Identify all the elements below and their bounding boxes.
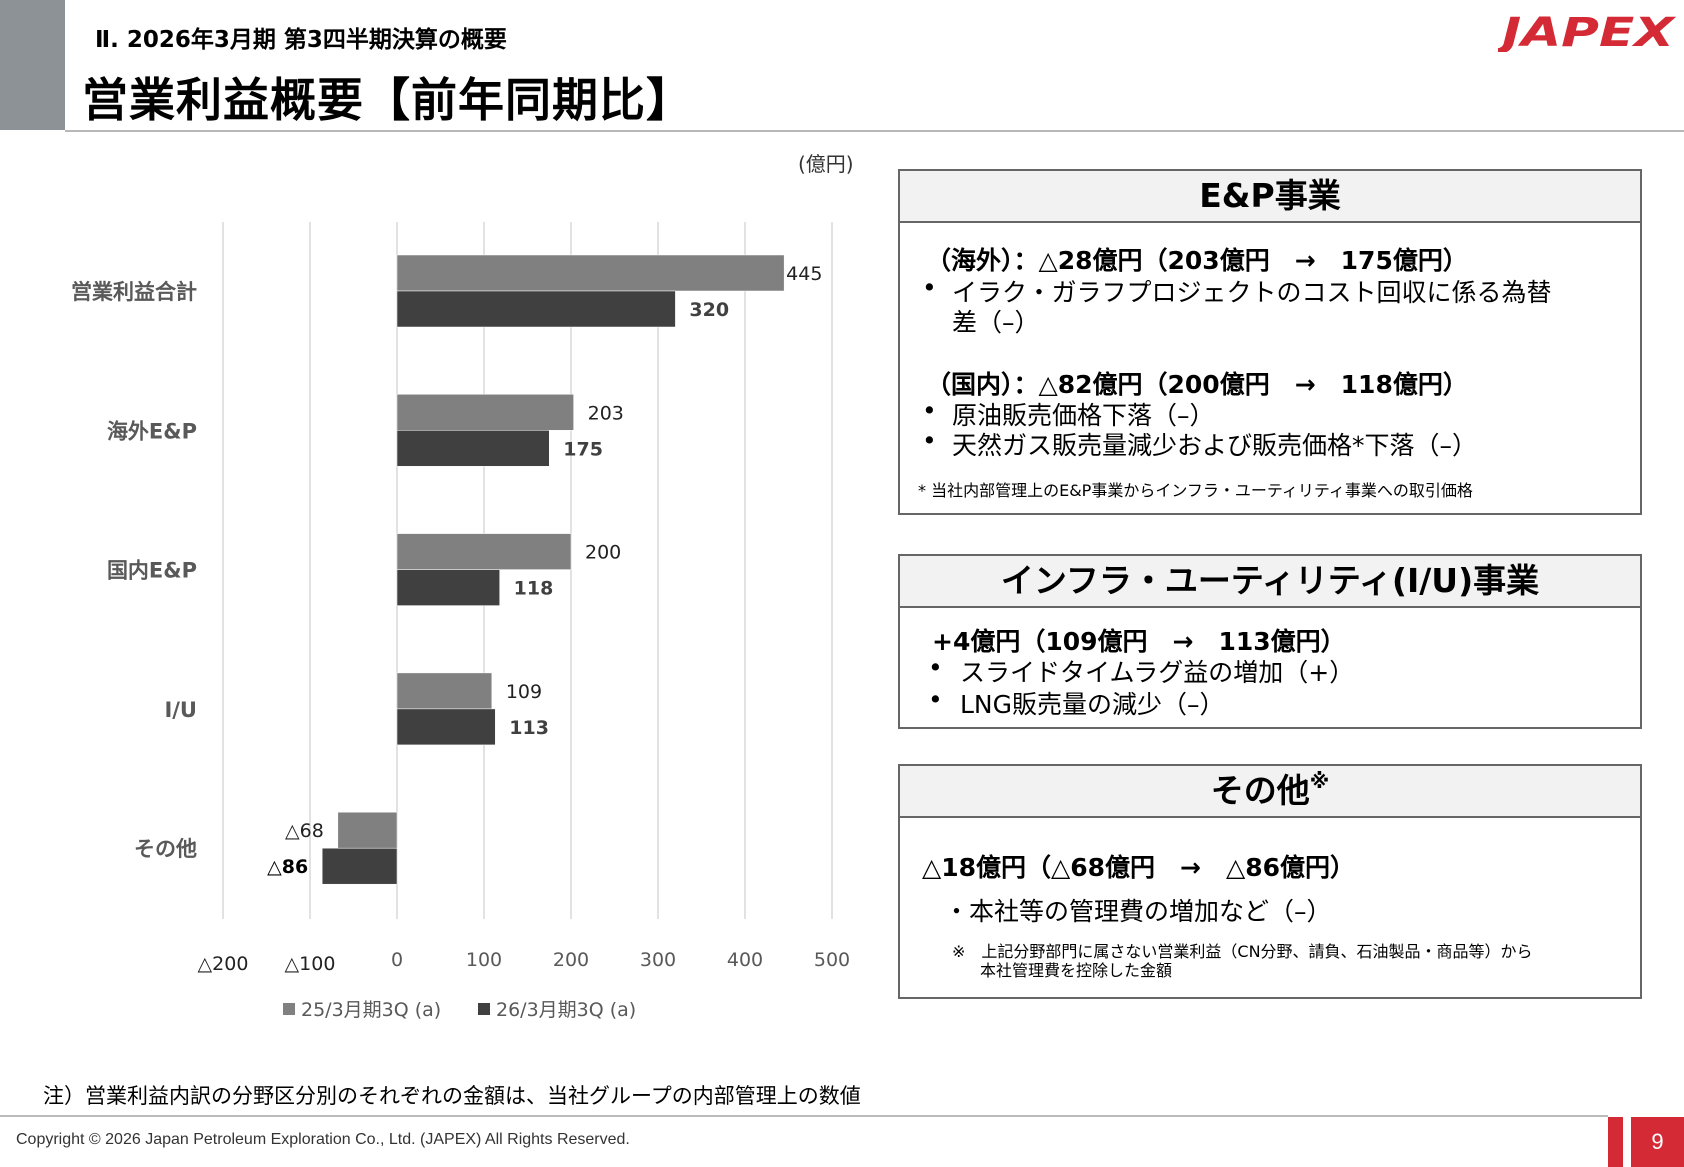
iu-panel: インフラ・ユーティリティ(I/U)事業 +4億円（109億円 → 113億円） …	[898, 554, 1642, 729]
bullet-icon: •	[922, 396, 937, 425]
data-label: 109	[506, 681, 542, 703]
ep-footnote: * 当社内部管理上のE&P事業からインフラ・ユーティリティ事業への取引価格	[918, 481, 1473, 500]
data-label: △86	[267, 856, 308, 878]
bar-prev	[396, 533, 572, 570]
other-item: ・本社等の管理費の増加など（–）	[944, 897, 1332, 926]
bullet-icon: •	[928, 685, 943, 714]
category-label: 海外E&P	[107, 419, 197, 443]
legend-swatch	[283, 1003, 295, 1015]
copyright: Copyright © 2026 Japan Petroleum Explora…	[16, 1131, 630, 1148]
other-footnote: ※ 上記分野部門に属さない営業利益（CN分野、請負、石油製品・商品等）から	[952, 942, 1533, 961]
x-tick-label: △100	[285, 953, 336, 975]
data-label: 113	[509, 717, 549, 739]
legend-swatch	[478, 1003, 490, 1015]
bar-curr	[396, 290, 676, 328]
iu-panel-title: インフラ・ユーティリティ(I/U)事業	[900, 556, 1640, 608]
page-title: 営業利益概要【前年同期比】	[82, 73, 693, 127]
other-footnote-cont: 本社管理費を控除した金額	[980, 961, 1173, 980]
x-tick-label: 400	[727, 949, 763, 971]
ep-overseas-heading: （海外）：△28億円（203億円 → 175億円）	[926, 246, 1468, 275]
ep-domestic-item: 天然ガス販売量減少および販売価格*下落（–）	[952, 431, 1478, 460]
ep-panel-title: E&P事業	[900, 171, 1640, 223]
data-label: △68	[285, 820, 324, 842]
other-panel: その他※ △18億円（△68億円 → △86億円） ・本社等の管理費の増加など（…	[898, 764, 1642, 999]
header-accent-bar	[0, 0, 65, 130]
category-label: その他	[134, 837, 197, 861]
category-label: 国内E&P	[107, 559, 197, 583]
data-label: 320	[689, 299, 729, 321]
other-heading: △18億円（△68億円 → △86億円）	[922, 853, 1355, 882]
bullet-icon: •	[928, 653, 943, 682]
data-label: 203	[588, 402, 624, 424]
bar-prev	[396, 394, 574, 431]
ep-overseas-item: イラク・ガラフプロジェクトのコスト回収に係る為替	[952, 278, 1552, 307]
x-tick-label: 200	[553, 949, 589, 971]
ep-overseas-item-cont: 差（–）	[952, 308, 1040, 337]
svg-text:JAPEX: JAPEX	[1498, 12, 1677, 52]
bullet-icon: •	[922, 426, 937, 455]
japex-logo: JAPEX	[1498, 12, 1677, 52]
category-label: 営業利益合計	[71, 280, 197, 304]
other-title-mark: ※	[1309, 769, 1330, 793]
data-label: 118	[514, 578, 554, 600]
bar-prev	[396, 672, 493, 710]
ep-panel: E&P事業 （海外）：△28億円（203億円 → 175億円） • イラク・ガラ…	[898, 169, 1642, 515]
x-tick-label: 0	[391, 949, 403, 971]
header-divider	[65, 130, 1684, 132]
footer-accent	[1608, 1117, 1623, 1167]
bar-curr	[321, 847, 398, 885]
x-tick-label: 500	[814, 949, 850, 971]
page-number-block	[1631, 1117, 1684, 1167]
chart-unit-label: (億円)	[798, 152, 854, 176]
iu-heading: +4億円（109億円 → 113億円）	[932, 627, 1346, 656]
bar-prev	[396, 254, 785, 292]
category-label: I/U	[164, 698, 197, 722]
data-label: 175	[563, 438, 603, 460]
data-label: 445	[786, 263, 822, 285]
other-panel-title: その他※	[900, 766, 1640, 818]
section-subtitle: Ⅱ. 2026年3月期 第3四半期決算の概要	[95, 27, 507, 53]
bar-prev	[337, 811, 398, 849]
x-tick-label: 100	[466, 949, 502, 971]
bullet-icon: •	[922, 273, 937, 302]
iu-item: LNG販売量の減少（–）	[960, 690, 1225, 719]
page-number: 9	[1651, 1129, 1664, 1154]
bar-curr	[396, 708, 496, 746]
ep-domestic-heading: （国内）：△82億円（200億円 → 118億円）	[926, 370, 1468, 399]
x-tick-label: 300	[640, 949, 676, 971]
ep-domestic-item: 原油販売価格下落（–）	[952, 401, 1215, 430]
legend-label: 25/3月期3Q (a)	[301, 999, 441, 1020]
iu-item: スライドタイムラグ益の増加（+）	[960, 658, 1355, 687]
bar-curr	[396, 569, 500, 606]
footer-divider	[0, 1115, 1608, 1117]
data-label: 200	[585, 542, 621, 564]
legend-label: 26/3月期3Q (a)	[496, 999, 636, 1020]
other-title-text: その他	[1210, 771, 1310, 810]
bar-curr	[396, 430, 550, 467]
footer-note: 注）営業利益内訳の分野区分別のそれぞれの金額は、当社グループの内部管理上の数値	[43, 1084, 861, 1108]
operating-income-bar-chart: △200 △100 0 100 200 300 400 500 営業利益合計 445 320 海外E&…	[71, 222, 850, 1020]
x-tick-label: △200	[198, 953, 249, 975]
